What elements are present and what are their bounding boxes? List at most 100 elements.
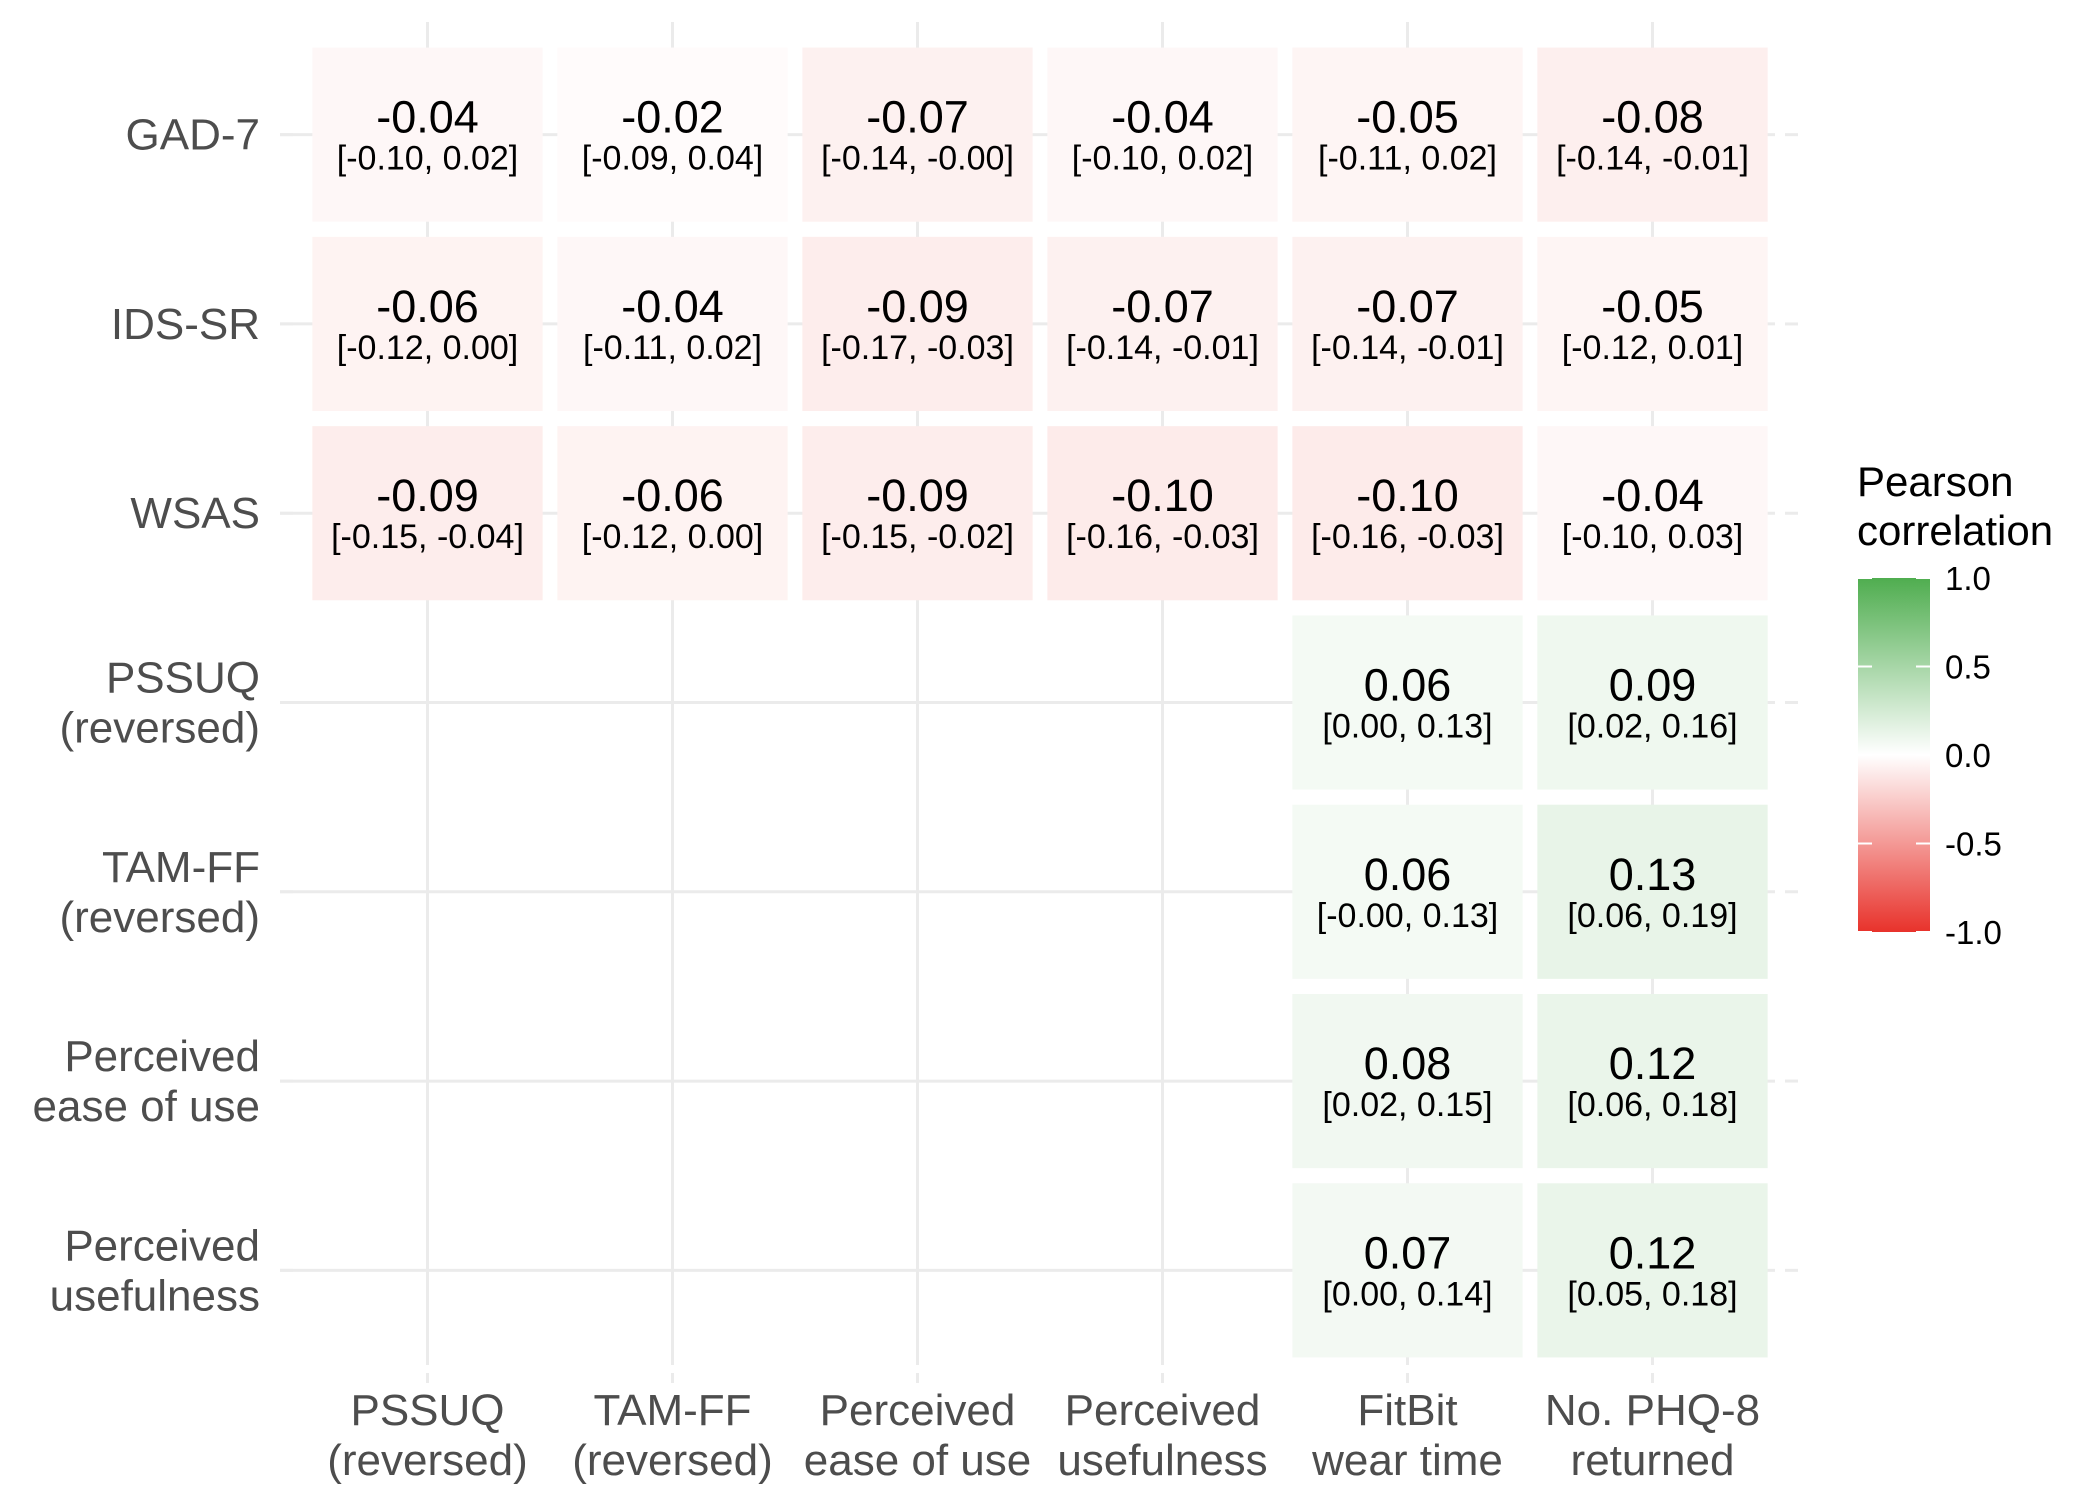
cell-ci-label: [-0.14, -0.01] [1311, 329, 1504, 367]
x-tick-label: returned [1571, 1436, 1735, 1485]
cell-value-label: -0.06 [376, 281, 479, 332]
heatmap-cell [1292, 1183, 1523, 1358]
x-tick-label: (reversed) [572, 1436, 773, 1485]
x-tick-label: ease of use [804, 1436, 1032, 1485]
cell-value-label: 0.06 [1364, 849, 1452, 900]
x-axis: PSSUQ(reversed)TAM-FF(reversed)Perceived… [327, 1386, 1760, 1485]
heatmap-cell [1537, 804, 1768, 979]
cell-value-label: -0.02 [621, 92, 724, 143]
cell-ci-label: [0.00, 0.13] [1322, 708, 1492, 746]
y-tick-label: (reversed) [60, 704, 261, 753]
x-tick-label: Perceived [1065, 1386, 1261, 1435]
cell-value-label: -0.04 [1111, 92, 1214, 143]
heatmap-cell [557, 47, 788, 222]
heatmap-cell [312, 236, 543, 411]
heatmap-cell [1537, 615, 1768, 790]
heatmap-cell [802, 47, 1033, 222]
cell-ci-label: [-0.12, 0.00] [337, 329, 518, 367]
cell-ci-label: [-0.11, 0.02] [1318, 140, 1497, 178]
y-tick-label: GAD-7 [126, 111, 260, 160]
heatmap-cell [1292, 426, 1523, 601]
cell-value-label: -0.09 [376, 470, 479, 521]
heatmap-cell [1537, 236, 1768, 411]
heatmap-cell [1537, 1183, 1768, 1358]
cell-ci-label: [-0.12, 0.01] [1562, 329, 1743, 367]
cell-ci-label: [-0.16, -0.03] [1066, 518, 1259, 556]
heatmap-cell [557, 426, 788, 601]
cell-value-label: -0.05 [1601, 281, 1704, 332]
cell-value-label: -0.05 [1356, 92, 1459, 143]
cell-ci-label: [0.02, 0.16] [1567, 708, 1737, 746]
cell-value-label: -0.09 [866, 281, 969, 332]
cell-ci-label: [-0.14, -0.00] [821, 140, 1014, 178]
cell-ci-label: [-0.11, 0.02] [583, 329, 762, 367]
cell-ci-label: [-0.14, -0.01] [1556, 140, 1749, 178]
cell-value-label: -0.07 [866, 92, 969, 143]
y-tick-label: ease of use [33, 1082, 261, 1131]
cell-ci-label: [-0.15, -0.04] [331, 518, 524, 556]
cell-ci-label: [0.06, 0.19] [1567, 897, 1737, 935]
heatmap-cell [312, 47, 543, 222]
cell-value-label: 0.12 [1609, 1038, 1697, 1089]
cell-ci-label: [0.06, 0.18] [1567, 1086, 1737, 1124]
x-tick-label: No. PHQ-8 [1545, 1386, 1760, 1435]
heatmap-cell [1047, 426, 1278, 601]
cell-value-label: -0.09 [866, 470, 969, 521]
heatmap-cell [557, 236, 788, 411]
cell-value-label: -0.06 [621, 470, 724, 521]
legend-tick-label: -0.5 [1945, 826, 2002, 863]
y-tick-label: usefulness [50, 1271, 260, 1320]
heatmap-cell [1292, 615, 1523, 790]
cell-value-label: -0.08 [1601, 92, 1704, 143]
legend-tick-label: 0.0 [1945, 737, 1991, 774]
cell-ci-label: [0.05, 0.18] [1567, 1275, 1737, 1313]
y-tick-label: PSSUQ [106, 654, 260, 703]
cell-ci-label: [-0.09, 0.04] [582, 140, 763, 178]
legend-title: correlation [1857, 507, 2053, 554]
cell-value-label: -0.04 [1601, 470, 1704, 521]
heatmap-cell [1292, 236, 1523, 411]
cell-ci-label: [-0.16, -0.03] [1311, 518, 1504, 556]
cell-ci-label: [-0.10, 0.02] [337, 140, 518, 178]
cell-value-label: -0.10 [1356, 470, 1459, 521]
cell-value-label: 0.08 [1364, 1038, 1452, 1089]
heatmap-cell [1537, 994, 1768, 1169]
heatmap-cell [1292, 47, 1523, 222]
y-tick-label: Perceived [64, 1221, 260, 1270]
cell-ci-label: [-0.10, 0.03] [1562, 518, 1743, 556]
x-tick-label: wear time [1311, 1436, 1503, 1485]
x-tick-label: Perceived [820, 1386, 1016, 1435]
cell-ci-label: [0.00, 0.14] [1322, 1275, 1492, 1313]
y-axis: GAD-7IDS-SRWSASPSSUQ(reversed)TAM-FF(rev… [33, 111, 261, 1321]
cell-ci-label: [-0.00, 0.13] [1317, 897, 1498, 935]
cell-value-label: -0.10 [1111, 470, 1214, 521]
cell-value-label: 0.13 [1609, 849, 1697, 900]
cell-ci-label: [-0.10, 0.02] [1072, 140, 1253, 178]
x-tick-label: PSSUQ [350, 1386, 504, 1435]
cell-value-label: -0.04 [376, 92, 479, 143]
tile-labels: -0.04[-0.10, 0.02]-0.02[-0.09, 0.04]-0.0… [331, 92, 1749, 1314]
y-tick-label: WSAS [130, 489, 260, 538]
legend-tick-label: -1.0 [1945, 914, 2002, 951]
cell-ci-label: [-0.12, 0.00] [582, 518, 763, 556]
cell-value-label: -0.07 [1111, 281, 1214, 332]
cell-ci-label: [-0.14, -0.01] [1066, 329, 1259, 367]
cell-value-label: 0.12 [1609, 1227, 1697, 1278]
heatmap-cell [1537, 47, 1768, 222]
legend-title: Pearson [1857, 458, 2013, 505]
cell-value-label: -0.07 [1356, 281, 1459, 332]
y-tick-label: TAM-FF [102, 843, 260, 892]
cell-ci-label: [0.02, 0.15] [1322, 1086, 1492, 1124]
heatmap-cell [1292, 804, 1523, 979]
legend-tick-label: 0.5 [1945, 649, 1991, 686]
heatmap-cell [1537, 426, 1768, 601]
y-tick-label: Perceived [64, 1032, 260, 1081]
y-tick-label: (reversed) [60, 893, 261, 942]
legend-tick-label: 1.0 [1945, 560, 1991, 597]
x-tick-label: (reversed) [327, 1436, 528, 1485]
cell-value-label: 0.09 [1609, 660, 1697, 711]
x-tick-label: usefulness [1057, 1436, 1267, 1485]
x-tick-label: TAM-FF [593, 1386, 751, 1435]
heatmap-tiles [312, 47, 1768, 1358]
